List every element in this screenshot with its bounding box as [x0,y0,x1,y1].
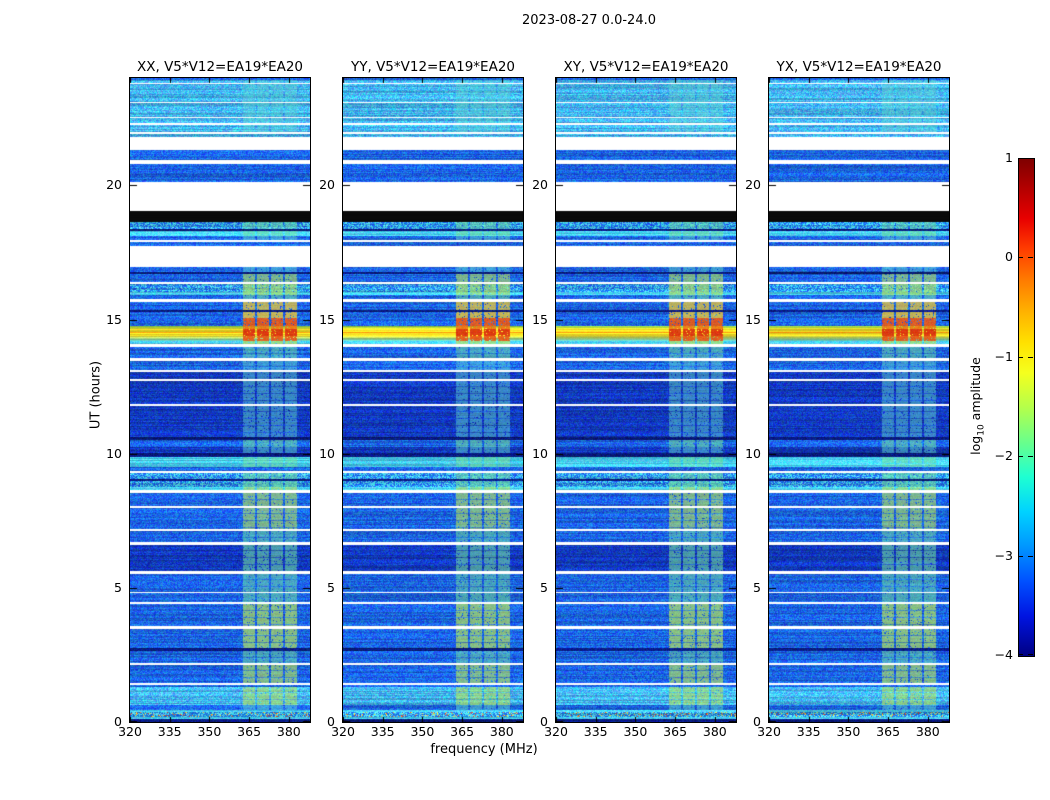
y-tick-label: 5 [540,579,548,595]
y-tick-label: 15 [745,311,761,327]
x-axis-label: frequency (MHz) [430,742,538,757]
panel-title: YX, V5*V12=EA19*EA20 [776,59,942,75]
colorbar-tick [1028,556,1033,557]
panel-frame [129,77,311,723]
y-tick-label: 5 [327,579,335,595]
panel-title: XX, V5*V12=EA19*EA20 [136,59,304,75]
colorbar-tick [1028,357,1033,358]
colorbar-tick [1018,456,1023,457]
y-tick-label: 0 [327,714,335,729]
colorbar [1018,158,1035,657]
panel-frame [768,77,950,723]
x-tick-label: 350 [197,724,222,739]
y-tick-label: 0 [114,714,122,729]
y-tick-label: 20 [532,177,548,193]
colorbar-tick [1018,556,1023,557]
x-tick-label: 380 [915,724,940,739]
x-tick-label: 350 [410,724,435,739]
colorbar-tick [1028,257,1033,258]
panel-title: YY, V5*V12=EA19*EA20 [350,59,516,75]
y-tick-label: 15 [319,311,335,327]
x-tick-label: 320 [331,724,355,739]
x-tick-label: 365 [450,724,475,739]
y-tick-label: 10 [106,445,122,461]
colorbar-tick [1028,158,1033,159]
colorbar-tick-label: −3 [994,547,1013,563]
spectrogram-canvas [556,78,736,722]
panel-frame [342,77,524,723]
y-tick-label: 15 [532,311,548,327]
x-tick-label: 380 [276,724,301,739]
x-tick-label: 380 [489,724,514,739]
panel-title: XY, V5*V12=EA19*EA20 [563,59,729,75]
colorbar-tick-label: 1 [1005,150,1013,165]
colorbar-tick-label: −1 [994,348,1013,364]
y-tick-label: 20 [106,177,122,193]
x-tick-label: 365 [663,724,688,739]
spectrogram-canvas [769,78,949,722]
y-tick-label: 5 [753,579,761,595]
x-tick-label: 350 [623,724,648,739]
panel-frame [555,77,737,723]
colorbar-tick [1018,357,1023,358]
x-tick-label: 335 [583,724,608,739]
x-tick-label: 335 [157,724,182,739]
y-tick-label: 20 [745,177,761,193]
x-tick-label: 320 [544,724,568,739]
x-tick-label: 365 [876,724,901,739]
colorbar-tick-label: −2 [994,448,1013,464]
colorbar-tick [1028,654,1033,655]
y-tick-label: 10 [532,445,548,461]
y-tick-label: 5 [114,579,122,595]
y-tick-label: 20 [319,177,335,193]
x-tick-label: 365 [237,724,262,739]
spectrogram-canvas [130,78,310,722]
y-tick-label: 0 [753,714,761,729]
x-tick-label: 320 [118,724,142,739]
x-tick-label: 320 [757,724,781,739]
y-tick-label: 10 [745,445,761,461]
colorbar-tick [1018,257,1023,258]
x-tick-label: 380 [702,724,727,739]
y-tick-label: 15 [106,311,122,327]
spectrogram-canvas [343,78,523,722]
figure-title: 2023-08-27 0.0-24.0 [522,13,656,28]
x-tick-label: 350 [836,724,861,739]
y-tick-label: 10 [319,445,335,461]
colorbar-tick [1018,654,1023,655]
y-tick-label: 0 [540,714,548,729]
x-tick-label: 335 [370,724,395,739]
x-tick-label: 335 [796,724,821,739]
colorbar-tick-label: 0 [1005,249,1013,265]
colorbar-tick [1018,158,1023,159]
y-axis-label: UT (hours) [88,360,104,430]
colorbar-tick [1028,456,1033,457]
colorbar-tick-label: −4 [994,647,1013,662]
colorbar-label: log10 amplitude [967,357,987,455]
